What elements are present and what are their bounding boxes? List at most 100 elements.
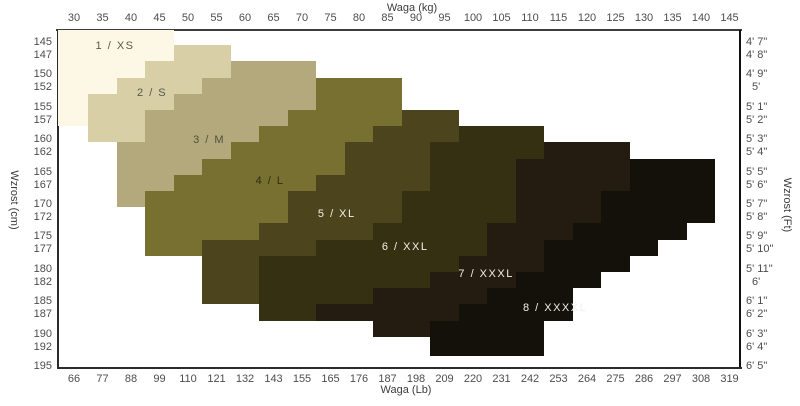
- ft-tick-label: 5' 1": [746, 100, 768, 113]
- top-axis-line: [56, 28, 742, 31]
- size-band-3-rect: [116, 191, 146, 208]
- kg-tick-label: 60: [238, 12, 252, 24]
- lb-tick-label: 198: [406, 373, 426, 385]
- cm-tick-label: 195: [33, 360, 52, 372]
- size-band-6-rect: [430, 158, 516, 192]
- ft-tick-label: 6' 1": [746, 295, 768, 308]
- lb-tick-label: 286: [634, 373, 654, 385]
- cm-tick-label: 162: [33, 146, 52, 159]
- size-band-7-rect: [373, 320, 431, 337]
- lb-tick-label: 88: [124, 373, 138, 385]
- ft-tick-label: 5' 10": [746, 243, 774, 256]
- size-band-3-label: 3 / M: [193, 133, 226, 146]
- kg-tick-label: 30: [67, 12, 81, 24]
- size-band-4-rect: [145, 223, 260, 240]
- cm-tick-label: 182: [33, 275, 52, 288]
- cm-tick-label: 180: [33, 262, 52, 275]
- ft-tick-label: 5' 9": [746, 230, 768, 243]
- size-band-2-rect: [173, 45, 231, 62]
- size-band-3-rect: [230, 61, 317, 78]
- size-band-6-rect: [458, 126, 545, 143]
- size-band-4-rect: [173, 174, 317, 192]
- size-band-6-label: 6 / XXL: [381, 240, 429, 253]
- kg-tick-label: 50: [181, 12, 195, 24]
- lb-tick-label: 165: [321, 373, 340, 385]
- size-band-4-rect: [145, 239, 203, 256]
- size-band-2-rect: [145, 61, 231, 78]
- kg-tick-label: 80: [352, 12, 366, 24]
- size-band-7-rect: [515, 191, 602, 224]
- ft-tick-label: 5' 6": [746, 178, 768, 191]
- size-band-3-rect: [145, 126, 260, 143]
- size-band-7-label: 7 / XXXL: [458, 267, 514, 280]
- lb-tick-label: 220: [463, 373, 483, 385]
- kg-tick-label: 120: [577, 12, 597, 24]
- kg-tick-label: 95: [438, 12, 451, 24]
- cm-tick-label: 185: [33, 295, 52, 308]
- lb-tick-label: 99: [153, 373, 166, 385]
- size-band-6-rect: [401, 191, 516, 224]
- size-band-8-rect: [544, 255, 630, 273]
- lb-tick-label: 275: [606, 373, 625, 385]
- cm-tick-label: 172: [33, 210, 52, 223]
- size-band-6-rect: [430, 142, 545, 159]
- cm-tick-label: 167: [33, 178, 52, 191]
- kg-tick-label: 105: [492, 12, 511, 24]
- kg-tick-label: 140: [691, 12, 711, 24]
- ft-tick-label: 5' 5": [746, 165, 768, 178]
- ft-tick-label: 4' 7": [746, 36, 768, 48]
- kg-tick-label: 85: [381, 12, 394, 24]
- size-band-6-rect: [259, 288, 374, 305]
- cm-tick-label: 147: [33, 48, 52, 61]
- size-band-1-rect: [58, 93, 89, 127]
- size-band-4-label: 4 / L: [255, 175, 285, 188]
- size-band-4-rect: [202, 158, 345, 175]
- size-band-4-rect: [259, 126, 374, 143]
- bottom-axis-line: [57, 366, 742, 369]
- lb-tick-label: 253: [549, 373, 568, 385]
- lb-tick-label: 176: [349, 373, 369, 385]
- size-band-3-rect: [145, 110, 288, 127]
- kg-tick-label: 135: [663, 12, 682, 24]
- kg-tick-label: 100: [463, 12, 483, 24]
- ft-tick-label: 5' 8": [746, 210, 768, 223]
- lb-tick-label: 187: [378, 373, 397, 385]
- size-band-3-rect: [116, 174, 174, 192]
- size-band-1-rect: [58, 77, 117, 94]
- kg-tick-label: 65: [267, 12, 280, 24]
- size-band-3-rect: [116, 158, 203, 175]
- size-band-2-rect: [116, 77, 203, 94]
- size-band-5-rect: [373, 126, 459, 143]
- size-band-8-rect: [601, 191, 716, 224]
- cm-tick-label: 160: [33, 133, 52, 146]
- x-axis-title-bottom: Waga (Lb): [380, 384, 432, 396]
- kg-tick-label: 130: [634, 12, 654, 24]
- size-band-5-rect: [344, 142, 431, 175]
- size-band-8-rect: [629, 158, 716, 192]
- size-band-3-rect: [173, 93, 317, 111]
- kg-tick-label: 90: [409, 12, 423, 24]
- y-axis-title-left: Wzrost (cm): [8, 170, 20, 230]
- size-band-7-rect: [487, 223, 573, 240]
- cm-tick-label: 165: [33, 165, 52, 178]
- size-band-7-rect: [373, 288, 488, 305]
- ft-tick-label: 6' 3": [746, 327, 768, 340]
- size-band-6-rect: [316, 239, 488, 256]
- cm-tick-label: 175: [33, 230, 52, 243]
- size-band-8-rect: [572, 223, 687, 240]
- lb-tick-label: 209: [435, 373, 454, 385]
- lb-tick-label: 297: [663, 373, 682, 385]
- kg-tick-label: 70: [295, 12, 309, 24]
- size-band-5-rect: [401, 110, 459, 127]
- lb-tick-label: 77: [96, 373, 109, 385]
- ft-tick-label: 6' 5": [746, 360, 768, 372]
- size-band-1-label: 1 / XS: [95, 39, 135, 52]
- size-band-6-rect: [259, 255, 459, 273]
- size-band-7-rect: [316, 304, 459, 321]
- lb-tick-label: 308: [691, 373, 711, 385]
- lb-tick-label: 155: [292, 373, 312, 385]
- kg-tick-label: 35: [96, 12, 109, 24]
- lb-tick-label: 264: [577, 373, 597, 385]
- size-band-6-rect: [259, 304, 317, 321]
- kg-tick-label: 115: [549, 12, 568, 24]
